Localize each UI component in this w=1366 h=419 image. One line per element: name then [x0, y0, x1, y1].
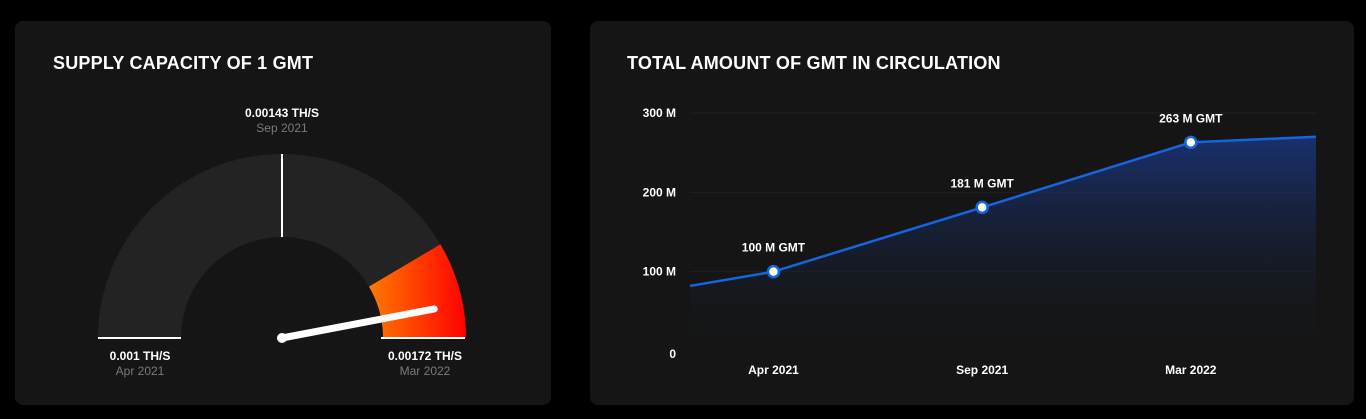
circulation-chart: 0 100 M 200 M 300 M Apr 2021 Sep 2021 Mar 2022…	[643, 106, 1317, 377]
gauge-mid-value: 0.00143 TH/S	[245, 106, 319, 120]
x-tick-label: Sep 2021	[956, 363, 1008, 377]
gauge-min-value: 0.001 TH/S	[110, 349, 171, 363]
gauge-mid-date: Sep 2021	[256, 121, 308, 135]
supply-capacity-card: SUPPLY CAPACITY OF 1 GMT 0.00143 TH/S Se…	[15, 21, 551, 405]
data-point-label: 100 M GMT	[742, 241, 806, 255]
data-point[interactable]	[1184, 135, 1198, 150]
y-tick-label: 200 M	[643, 185, 676, 199]
y-tick-label: 300 M	[643, 106, 676, 120]
gauge-max-value: 0.00172 TH/S	[388, 349, 462, 363]
x-tick-label: Mar 2022	[1165, 363, 1217, 377]
circulation-title: TOTAL AMOUNT OF GMT IN CIRCULATION	[627, 53, 1001, 73]
x-tick-label: Apr 2021	[748, 363, 799, 377]
circulation-card: TOTAL AMOUNT OF GMT IN CIRCULATION 0 100 …	[590, 21, 1354, 405]
gauge-max-date: Mar 2022	[400, 364, 451, 378]
gauge-min-date: Apr 2021	[116, 364, 165, 378]
y-tick-label: 100 M	[643, 265, 676, 279]
y-tick-label: 0	[669, 347, 676, 361]
gauge-title: SUPPLY CAPACITY OF 1 GMT	[53, 53, 314, 73]
data-point[interactable]	[975, 200, 989, 215]
data-point-label: 181 M GMT	[950, 176, 1014, 190]
data-point[interactable]	[766, 264, 781, 279]
gauge-needle-hub	[277, 333, 287, 343]
data-point-label: 263 M GMT	[1159, 111, 1223, 125]
gauge-chart: 0.00143 TH/S Sep 2021 0.001 TH/S Apr 202…	[98, 106, 466, 378]
circulation-area	[690, 136, 1316, 351]
gauge-needle	[278, 305, 438, 342]
